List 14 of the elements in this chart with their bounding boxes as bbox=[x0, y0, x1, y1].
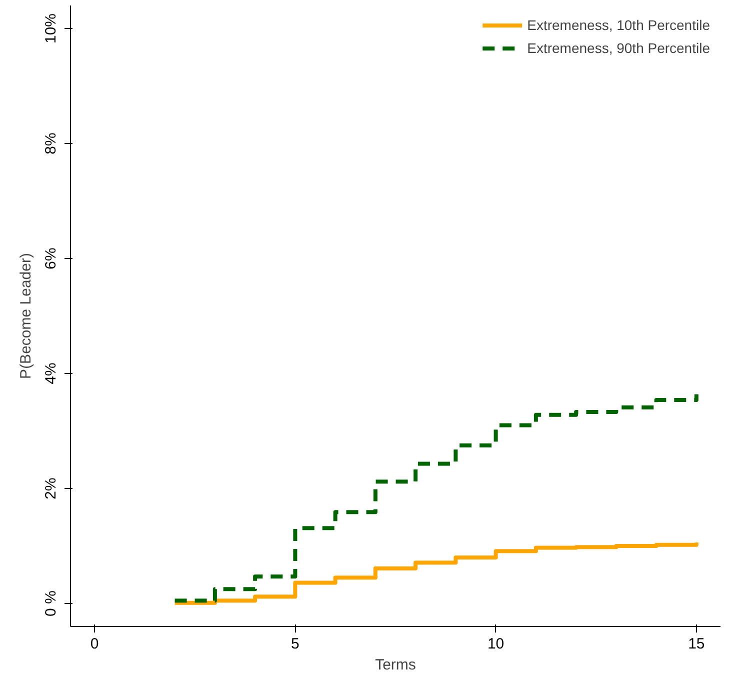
x-axis-title: Terms bbox=[375, 656, 416, 674]
y-axis-title: P(Become Leader) bbox=[18, 253, 34, 379]
x-tick-label: 15 bbox=[688, 636, 705, 652]
y-tick-label: 10% bbox=[42, 13, 60, 44]
legend-label: Extremeness, 10th Percentile bbox=[527, 17, 710, 33]
x-tick-label: 10 bbox=[487, 636, 504, 652]
y-tick-label: 4% bbox=[42, 362, 60, 384]
x-tick-label: 0 bbox=[90, 636, 99, 652]
y-tick-label: 8% bbox=[42, 132, 60, 154]
y-tick-label: 0 % bbox=[42, 590, 60, 616]
legend-label: Extremeness, 90th Percentile bbox=[527, 40, 710, 56]
x-tick-label: 5 bbox=[291, 636, 300, 652]
y-tick-label: 6% bbox=[42, 248, 60, 270]
y-tick-label: 2% bbox=[42, 478, 60, 500]
